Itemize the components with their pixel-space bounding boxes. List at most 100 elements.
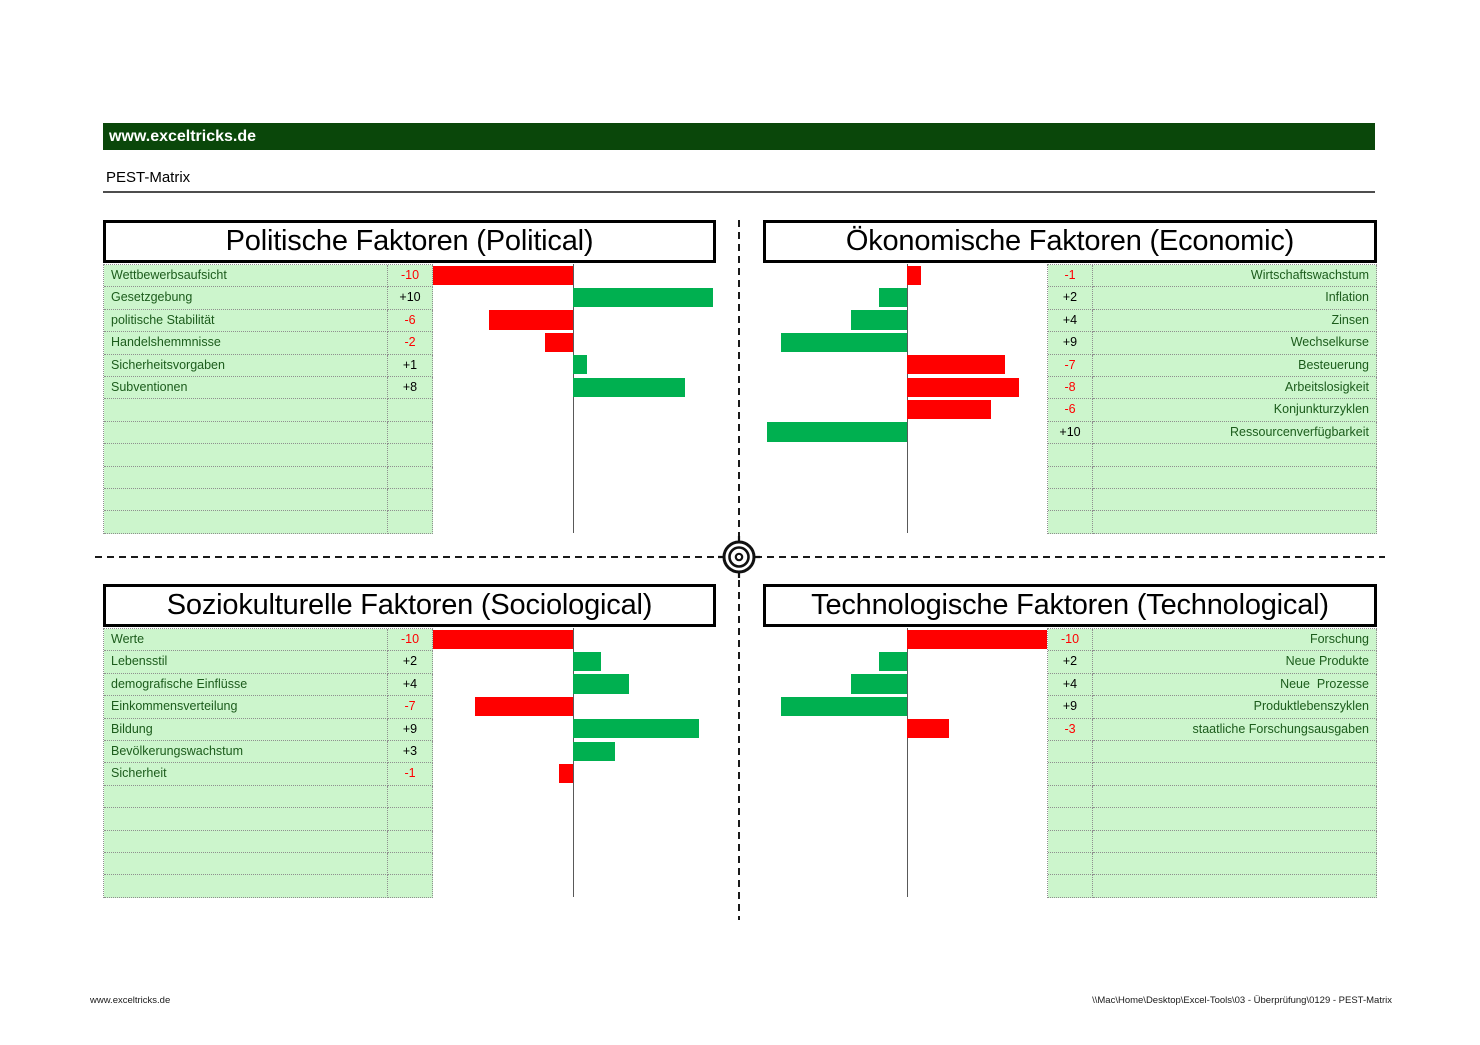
factor-label: Subventionen [104,376,388,400]
factor-bar [433,629,573,649]
factor-value [388,488,433,512]
factor-label [1093,763,1377,786]
factor-label: Gesetzgebung [104,287,388,310]
bar-chart-economic [767,264,1047,533]
factor-row [1048,808,1377,831]
factor-row [1048,444,1377,467]
factor-row: -7 Besteuerung [1048,354,1377,377]
factor-bar [781,332,907,353]
factor-row [1048,852,1377,876]
factor-table-technological: -10 Forschung +2 Neue Produkte +4 Neue Prozes… [1047,628,1377,898]
factor-value: +2 [388,651,433,674]
factor-label [104,875,388,898]
factor-bar [907,399,991,420]
factor-value: +8 [388,376,433,400]
factor-value [388,444,433,467]
factor-label: Wettbewerbsaufsicht [104,265,388,288]
factor-row: Gesetzgebung +10 [104,287,433,310]
factor-value [388,875,433,898]
quadrant-economic: Ökonomische Faktoren (Economic) -1 Wirtsc… [763,220,1377,534]
factor-row: +2 Inflation [1048,287,1377,310]
factor-value: +1 [388,354,433,377]
factor-bar [767,422,907,442]
factor-row: Sicherheitsvorgaben +1 [104,354,433,377]
factor-row [104,488,433,512]
factor-bar [851,310,907,330]
quadrant-title-economic: Ökonomische Faktoren (Economic) [763,220,1377,263]
factor-row [104,785,433,809]
chart-zero-axis [906,264,908,533]
factor-label: Wechselkurse [1093,332,1377,355]
factor-label [1093,875,1377,898]
factor-bar [879,287,907,308]
factor-row: Werte -10 [104,629,433,652]
factor-value: -1 [388,763,433,786]
quadrant-title-technological: Technologische Faktoren (Technological) [763,584,1377,627]
chart-zero-axis [572,628,574,897]
footer-brand: www.exceltricks.de [90,995,171,1006]
factor-bar [907,355,1005,375]
factor-value: +3 [388,740,433,764]
factor-bar [907,377,1019,397]
factor-label [1093,785,1377,809]
factor-row [1048,763,1377,786]
factor-value: +4 [1048,673,1093,697]
factor-row [1048,488,1377,512]
factor-table-political: Wettbewerbsaufsicht -10 Gesetzgebung +10 pol… [103,264,433,534]
factor-label: Lebensstil [104,651,388,674]
factor-label: Produktlebenszyklen [1093,696,1377,719]
factor-row: +10 Ressourcenverfügbarkeit [1048,421,1377,445]
factor-label [104,808,388,831]
factor-row [1048,830,1377,853]
factor-label: Sicherheit [104,763,388,786]
factor-label [1093,808,1377,831]
factor-label: politische Stabilität [104,309,388,333]
factor-label: demografische Einflüsse [104,673,388,697]
factor-row [1048,511,1377,534]
factor-value [388,852,433,876]
factor-label: Bildung [104,718,388,741]
bar-chart-technological [767,628,1047,897]
factor-value [1048,488,1093,512]
title-rule [103,191,1375,193]
factor-value [1048,763,1093,786]
factor-row: +9 Produktlebenszyklen [1048,696,1377,719]
factor-row [104,875,433,898]
factor-value: -6 [388,309,433,333]
factor-label [104,444,388,467]
factor-value: +9 [1048,696,1093,719]
factor-value: +2 [1048,651,1093,674]
factor-value: -2 [388,332,433,355]
factor-row: -10 Forschung [1048,629,1377,652]
factor-row: demografische Einflüsse +4 [104,673,433,697]
factor-row [1048,466,1377,489]
factor-label [1093,830,1377,853]
factor-bar [433,265,573,285]
factor-label: Arbeitslosigkeit [1093,376,1377,400]
factor-row [104,466,433,489]
factor-value [388,830,433,853]
factor-label: Ressourcenverfügbarkeit [1093,421,1377,445]
factor-row: Handelshemmnisse -2 [104,332,433,355]
factor-value [388,511,433,534]
factor-label: Inflation [1093,287,1377,310]
factor-label [1093,511,1377,534]
factor-label [1093,740,1377,764]
factor-label: Handelshemmnisse [104,332,388,355]
factor-label [1093,444,1377,467]
chart-zero-axis [572,264,574,533]
factor-value: +10 [1048,421,1093,445]
factor-value: -6 [1048,399,1093,422]
footer-file-path: \\Mac\Home\Desktop\Excel-Tools\03 - Über… [1092,995,1392,1006]
factor-row [1048,785,1377,809]
factor-bar [907,265,921,285]
factor-value: +9 [1048,332,1093,355]
factor-label [104,852,388,876]
factor-row: Wettbewerbsaufsicht -10 [104,265,433,288]
factor-row [104,399,433,422]
factor-bar [879,651,907,672]
factor-value [388,421,433,445]
factor-value: +9 [388,718,433,741]
factor-value [1048,466,1093,489]
factor-bar [907,719,949,739]
